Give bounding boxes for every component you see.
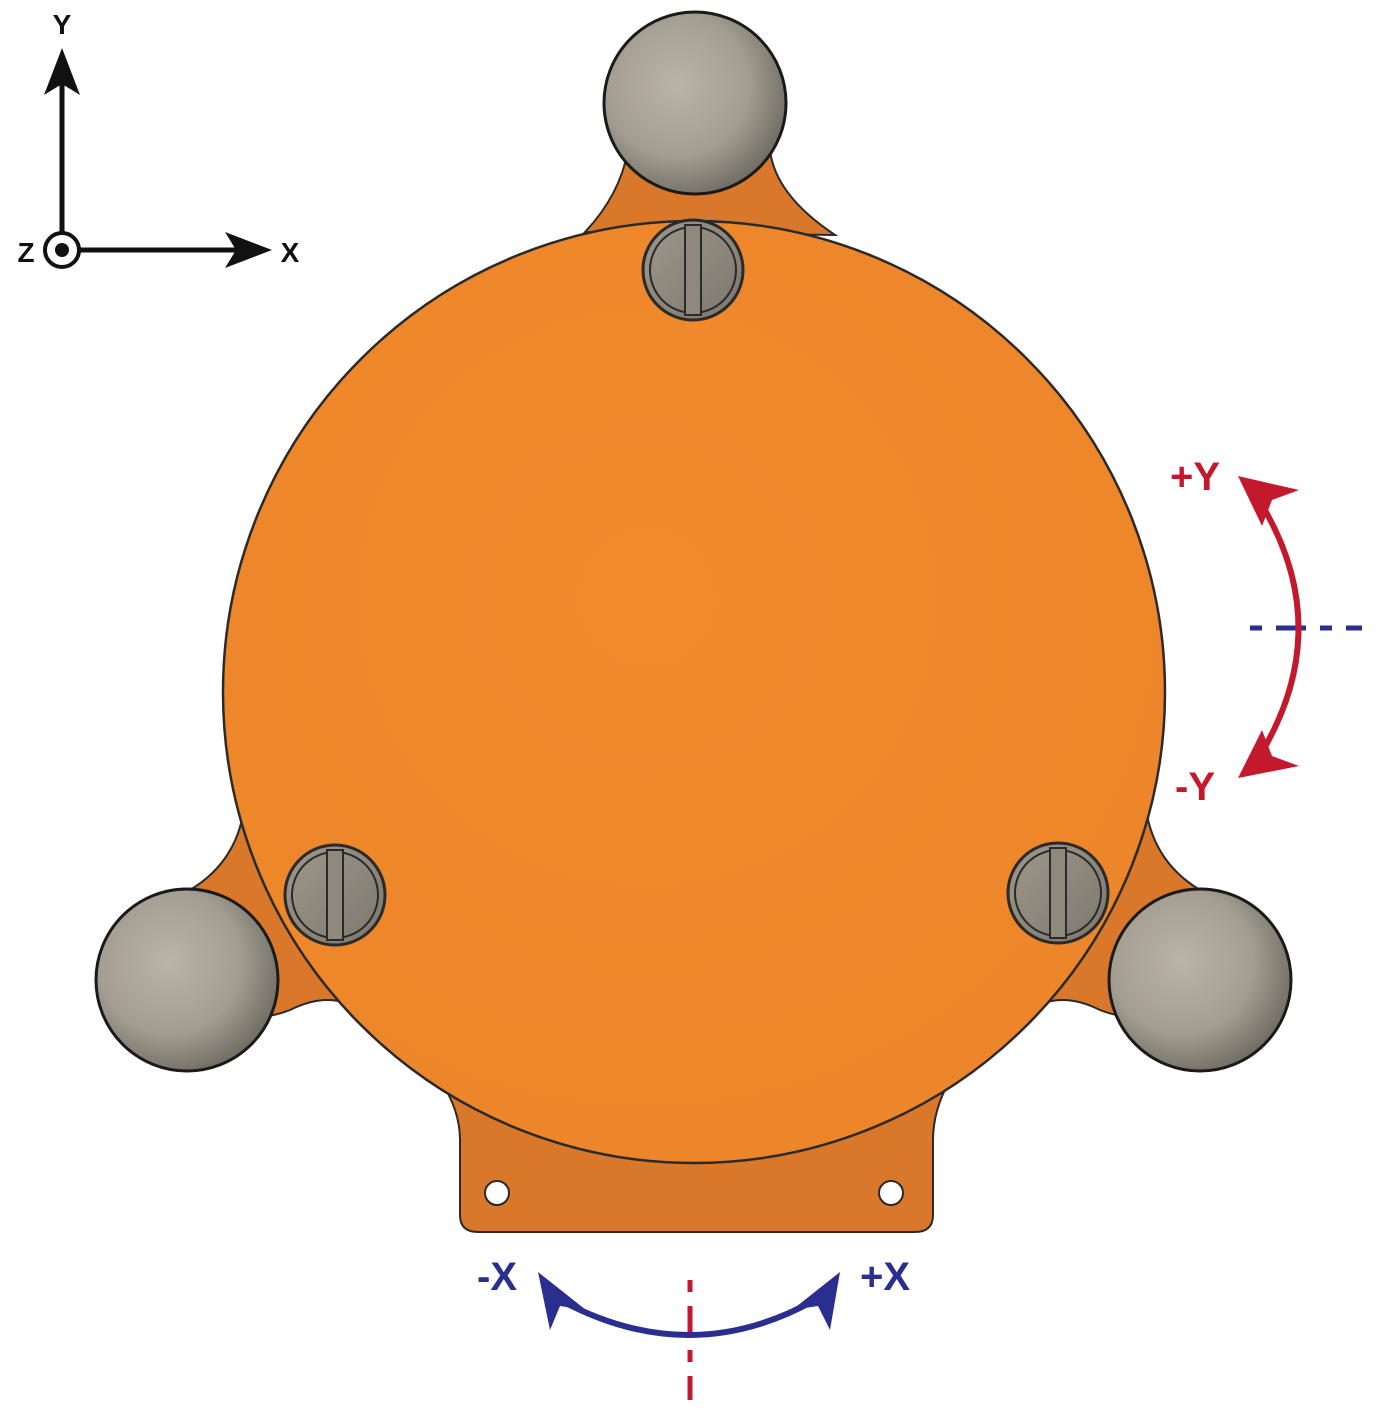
z-axis-dot: [55, 243, 69, 257]
y-arrowhead: [44, 48, 80, 95]
x-minus-label: -X: [477, 1255, 517, 1299]
x-arrowhead: [225, 232, 272, 268]
y-rotation-arc: [1259, 503, 1302, 754]
tab-hole-left: [484, 1180, 510, 1206]
y-rotation-indicator: +Y -Y: [1170, 455, 1362, 809]
y-axis-label: Y: [53, 9, 72, 40]
x-rotation-arc: [558, 1297, 817, 1338]
screw-left: [283, 843, 387, 947]
ball-right: [1107, 887, 1293, 1073]
x-minus-arrowhead: [538, 1272, 586, 1330]
x-rotation-indicator: -X +X: [477, 1255, 910, 1400]
y-minus-label: -Y: [1175, 765, 1215, 809]
y-plus-arrowhead: [1238, 476, 1299, 526]
screw-right: [1006, 841, 1110, 945]
x-plus-arrowhead: [792, 1272, 840, 1330]
tab-hole-right: [878, 1180, 904, 1206]
coordinate-axes-icon: Y X Z: [17, 9, 300, 269]
y-minus-arrowhead: [1238, 730, 1299, 778]
ball-left: [94, 887, 280, 1073]
y-plus-label: +Y: [1170, 455, 1220, 499]
ball-top: [602, 10, 788, 196]
main-disc: [221, 219, 1167, 1165]
z-axis-label: Z: [17, 237, 34, 268]
x-plus-label: +X: [860, 1255, 910, 1299]
screw-top: [641, 218, 745, 322]
x-axis-label: X: [281, 237, 300, 268]
